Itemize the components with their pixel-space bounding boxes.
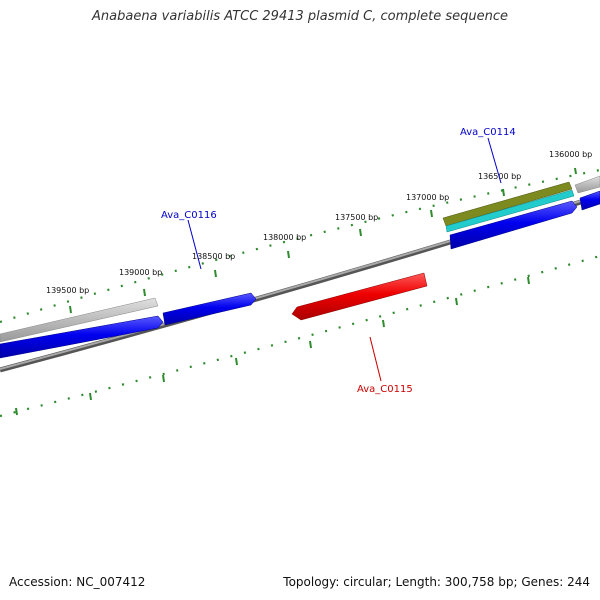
major-tick	[574, 167, 577, 175]
major-tick	[89, 392, 92, 401]
bp-label-139500: 139500 bp	[46, 286, 89, 295]
major-tick	[527, 276, 530, 285]
map-title: Anabaena variabilis ATCC 29413 plasmid C…	[92, 9, 508, 24]
accession-label: Accession: NC_007412	[9, 575, 146, 589]
major-tick	[162, 374, 165, 383]
major-tick	[430, 209, 433, 218]
gene-ava-c0114-cyan	[445, 189, 575, 233]
forward-tick-row	[0, 168, 600, 324]
major-tick	[69, 305, 72, 314]
major-tick	[143, 288, 146, 297]
major-tick	[235, 357, 238, 366]
grey-feature-right	[574, 175, 600, 194]
major-tick	[359, 228, 362, 237]
bp-label-139000: 139000 bp	[119, 268, 162, 277]
major-tick	[214, 269, 217, 278]
bp-label-137500: 137500 bp	[335, 213, 378, 222]
reverse-tick-row	[0, 254, 600, 418]
gene-label-ava-c0114: Ava_C0114	[460, 127, 516, 138]
gene-label-ava-c0116: Ava_C0116	[161, 210, 217, 221]
gene-forward-right	[449, 200, 578, 250]
minor-tick-row-lower	[0, 254, 600, 418]
leader-line-c0116	[187, 219, 202, 270]
bp-label-137000: 137000 bp	[406, 193, 449, 202]
leader-line-c0114	[487, 137, 502, 184]
gene-forward-left	[0, 315, 164, 359]
major-tick	[502, 188, 505, 197]
grey-feature-left	[0, 297, 159, 343]
major-ticks	[15, 167, 577, 416]
bp-label-138500: 138500 bp	[192, 252, 235, 261]
gene-ava-c0115	[291, 272, 428, 321]
minor-tick-row	[0, 168, 600, 324]
major-tick	[455, 297, 458, 306]
major-tick	[287, 250, 290, 259]
major-tick	[309, 340, 312, 349]
leader-line-c0115	[369, 336, 382, 382]
gene-ava-c0114-olive	[442, 181, 573, 227]
gene-label-ava-c0115: Ava_C0115	[357, 384, 413, 395]
bp-label-136000: 136000 bp	[549, 150, 592, 159]
major-tick	[382, 319, 385, 328]
major-tick	[15, 407, 18, 416]
gene-forward-edge	[579, 190, 600, 211]
topology-label: Topology: circular; Length: 300,758 bp; …	[283, 575, 590, 589]
bp-label-138000: 138000 bp	[263, 233, 306, 242]
gene-ava-c0116	[162, 292, 257, 326]
